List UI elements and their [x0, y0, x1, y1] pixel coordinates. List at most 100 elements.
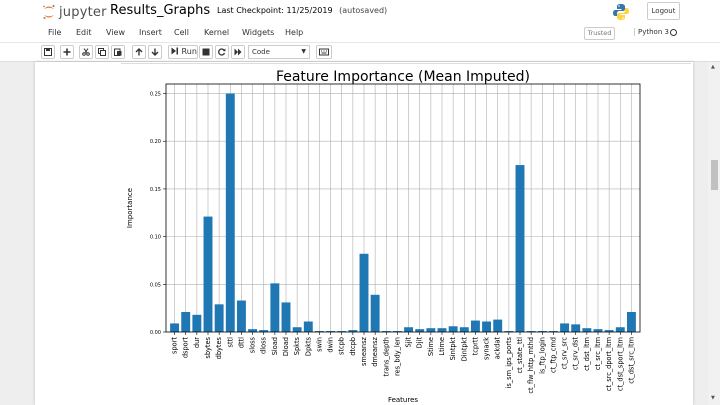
x-tick-label: smeansz	[360, 336, 368, 366]
menu-help[interactable]: Help	[285, 28, 304, 37]
stop-icon	[202, 48, 210, 56]
x-tick-label: tcprtt	[471, 337, 479, 356]
jupyter-icon	[43, 5, 55, 20]
bar-dttl	[236, 300, 246, 332]
copy-button[interactable]	[95, 45, 109, 59]
menu-edit[interactable]: Edit	[76, 28, 92, 37]
bar-ct_src_dport_ltm	[604, 330, 614, 332]
checkpoint-text: Last Checkpoint: 11/25/2019	[217, 6, 333, 15]
chart-title: Feature Importance (Mean Imputed)	[276, 69, 530, 85]
x-tick-label: dmeansz	[371, 336, 379, 366]
bar-Stime	[426, 328, 436, 332]
scroll-up-icon[interactable]: ▲	[711, 64, 715, 70]
cut-button[interactable]	[79, 45, 93, 59]
chart-grid	[166, 84, 640, 332]
y-axis-ticks: 0.00 0.05 0.10 0.15 0.20 0.25	[150, 92, 166, 336]
x-tick-label: Dintpkt	[460, 337, 468, 362]
bar-is_ftp_login	[537, 331, 547, 332]
menu-kernel[interactable]: Kernel	[204, 28, 230, 37]
y-tick-label: 0.25	[150, 92, 161, 98]
logout-button[interactable]: Logout	[647, 2, 680, 20]
bar-dsport	[181, 311, 191, 332]
x-tick-label: Sload	[271, 337, 279, 355]
bar-ct_dst_sport_ltm	[615, 327, 625, 332]
x-tick-label: Ltime	[438, 337, 446, 356]
jupyter-logo[interactable]: jupyter	[42, 4, 107, 20]
x-tick-label: Dload	[282, 337, 290, 356]
run-label: Run	[181, 47, 197, 56]
bar-Spkts	[292, 327, 302, 332]
x-tick-label: stcpb	[338, 337, 346, 355]
trusted-indicator[interactable]: Trusted	[584, 27, 615, 40]
bar-smeansz	[359, 253, 369, 332]
x-tick-label: Spkts	[293, 336, 301, 355]
kernel-name: Python 3	[634, 28, 669, 36]
y-tick-label: 0.00	[150, 330, 161, 336]
x-tick-label: ct_dst_src_ltm	[627, 337, 635, 384]
autosave-status: (autosaved)	[339, 6, 388, 15]
paste-button[interactable]	[111, 45, 125, 59]
step-forward-icon	[171, 47, 178, 55]
menu-insert[interactable]: Insert	[139, 28, 162, 37]
run-button[interactable]: Run	[168, 45, 198, 59]
x-axis-label: Features	[388, 396, 418, 404]
x-tick-label: ct_dst_ltm	[583, 337, 591, 371]
restart-button[interactable]	[215, 45, 229, 59]
copy-icon	[98, 48, 106, 56]
bar-ct_state_ttl	[515, 165, 525, 332]
y-axis-label: Importance	[126, 188, 134, 228]
kernel-idle-icon	[670, 29, 677, 36]
arrow-down-icon	[151, 48, 159, 56]
save-icon	[44, 48, 52, 56]
menu-view[interactable]: View	[106, 28, 125, 37]
x-tick-label: sttl	[226, 337, 234, 348]
menu-widgets[interactable]: Widgets	[242, 28, 275, 37]
save-button[interactable]	[41, 45, 55, 59]
x-tick-label: sbytes	[204, 336, 212, 358]
vertical-scrollbar[interactable]: ▲ ▼	[708, 62, 720, 405]
bar-ct_dst_src_ltm	[626, 311, 636, 332]
menu-file[interactable]: File	[48, 28, 62, 37]
restart-icon	[218, 48, 226, 56]
bar-dmeansz	[370, 294, 380, 332]
move-down-button[interactable]	[148, 45, 162, 59]
y-tick-label: 0.10	[150, 235, 161, 241]
bar-Dintpkt	[459, 327, 469, 332]
bar-dloss	[259, 330, 269, 332]
bar-Dload	[281, 302, 291, 332]
bar-dtcpb	[348, 330, 358, 332]
bar-ct_srv_dst	[571, 324, 581, 332]
x-tick-label: trans_depth	[382, 337, 390, 376]
command-palette-button[interactable]	[316, 45, 332, 59]
x-tick-label: dtcpb	[349, 337, 357, 356]
bar-dbytes	[214, 304, 224, 332]
x-tick-label: is_ftp_login	[538, 337, 546, 374]
bar-sloss	[248, 329, 258, 332]
fast-forward-icon	[234, 48, 242, 56]
notebook-title[interactable]: Results_Graphs	[110, 3, 211, 18]
x-tick-label: dloss	[260, 336, 268, 353]
bar-sbytes	[203, 216, 213, 332]
menu-cell[interactable]: Cell	[174, 28, 189, 37]
bar-ct_dst_ltm	[582, 328, 592, 332]
bar-stcpb	[337, 331, 347, 332]
notebook-toolbar: Run Code ▼	[0, 43, 720, 62]
move-up-button[interactable]	[132, 45, 146, 59]
keyboard-icon	[319, 48, 329, 56]
x-tick-label: Sintpkt	[449, 337, 457, 361]
bar-Djit	[415, 329, 425, 332]
insert-cell-button[interactable]	[60, 45, 74, 59]
interrupt-button[interactable]	[199, 45, 213, 59]
paste-icon	[114, 48, 122, 56]
cell-type-select[interactable]: Code ▼	[248, 45, 310, 59]
x-tick-label: dttl	[237, 337, 245, 348]
y-tick-label: 0.20	[150, 139, 161, 145]
x-tick-label: dwin	[327, 337, 335, 353]
restart-run-all-button[interactable]	[231, 45, 245, 59]
x-tick-label: Sjit	[405, 337, 413, 348]
scroll-thumb[interactable]	[711, 160, 718, 190]
bar-is_sm_ips_ports	[504, 331, 514, 332]
bar-Dpkts	[303, 321, 313, 332]
scroll-down-icon[interactable]: ▼	[711, 395, 715, 401]
bar-synack	[482, 321, 492, 332]
